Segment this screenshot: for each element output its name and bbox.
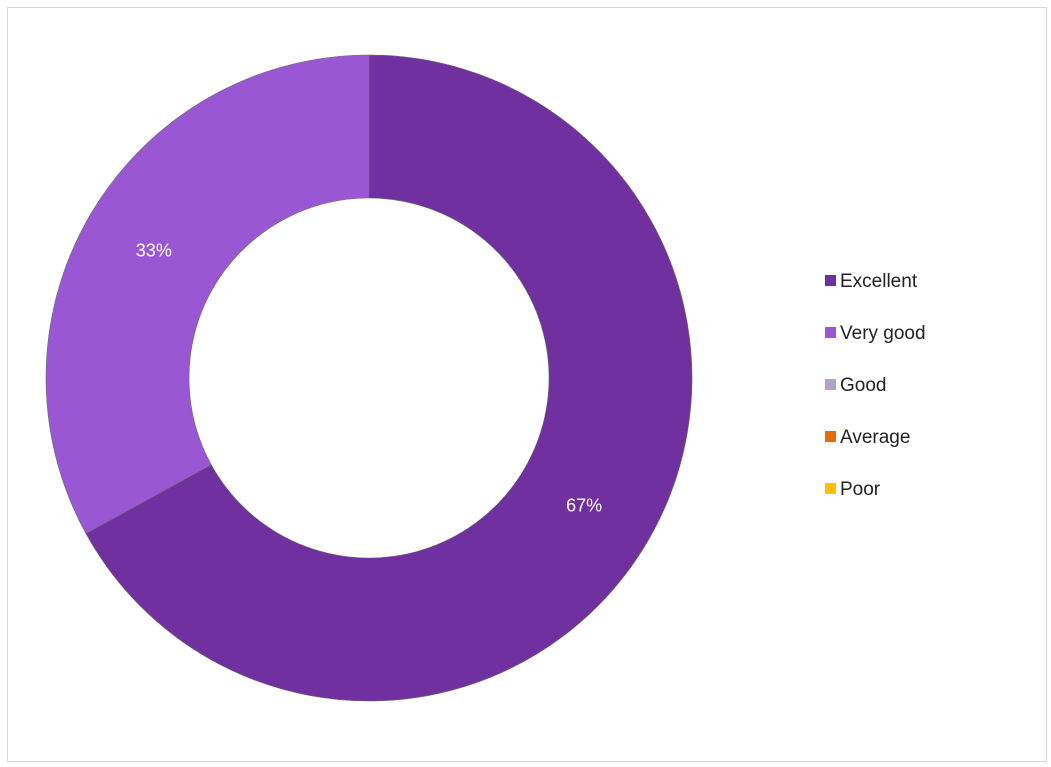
legend-swatch-good <box>825 379 836 390</box>
slice-label-very-good: 33% <box>136 241 172 261</box>
slice-excellent <box>85 54 693 702</box>
legend-swatch-average <box>825 431 836 442</box>
legend-swatch-very-good <box>825 327 836 338</box>
legend-label-very-good: Very good <box>840 323 926 344</box>
legend-label-poor: Poor <box>840 479 881 500</box>
legend-swatch-poor <box>825 483 836 494</box>
chart-slices <box>45 54 693 702</box>
slice-very-good <box>45 54 370 535</box>
legend-label-excellent: Excellent <box>840 271 918 292</box>
legend-label-good: Good <box>840 375 886 396</box>
chart-slice-labels: 67% 33% <box>136 241 602 516</box>
chart-legend: Excellent Very good Good Average Poor <box>825 271 926 500</box>
legend-swatch-excellent <box>825 275 836 286</box>
legend-label-average: Average <box>840 427 910 448</box>
slice-label-excellent: 67% <box>566 495 602 515</box>
